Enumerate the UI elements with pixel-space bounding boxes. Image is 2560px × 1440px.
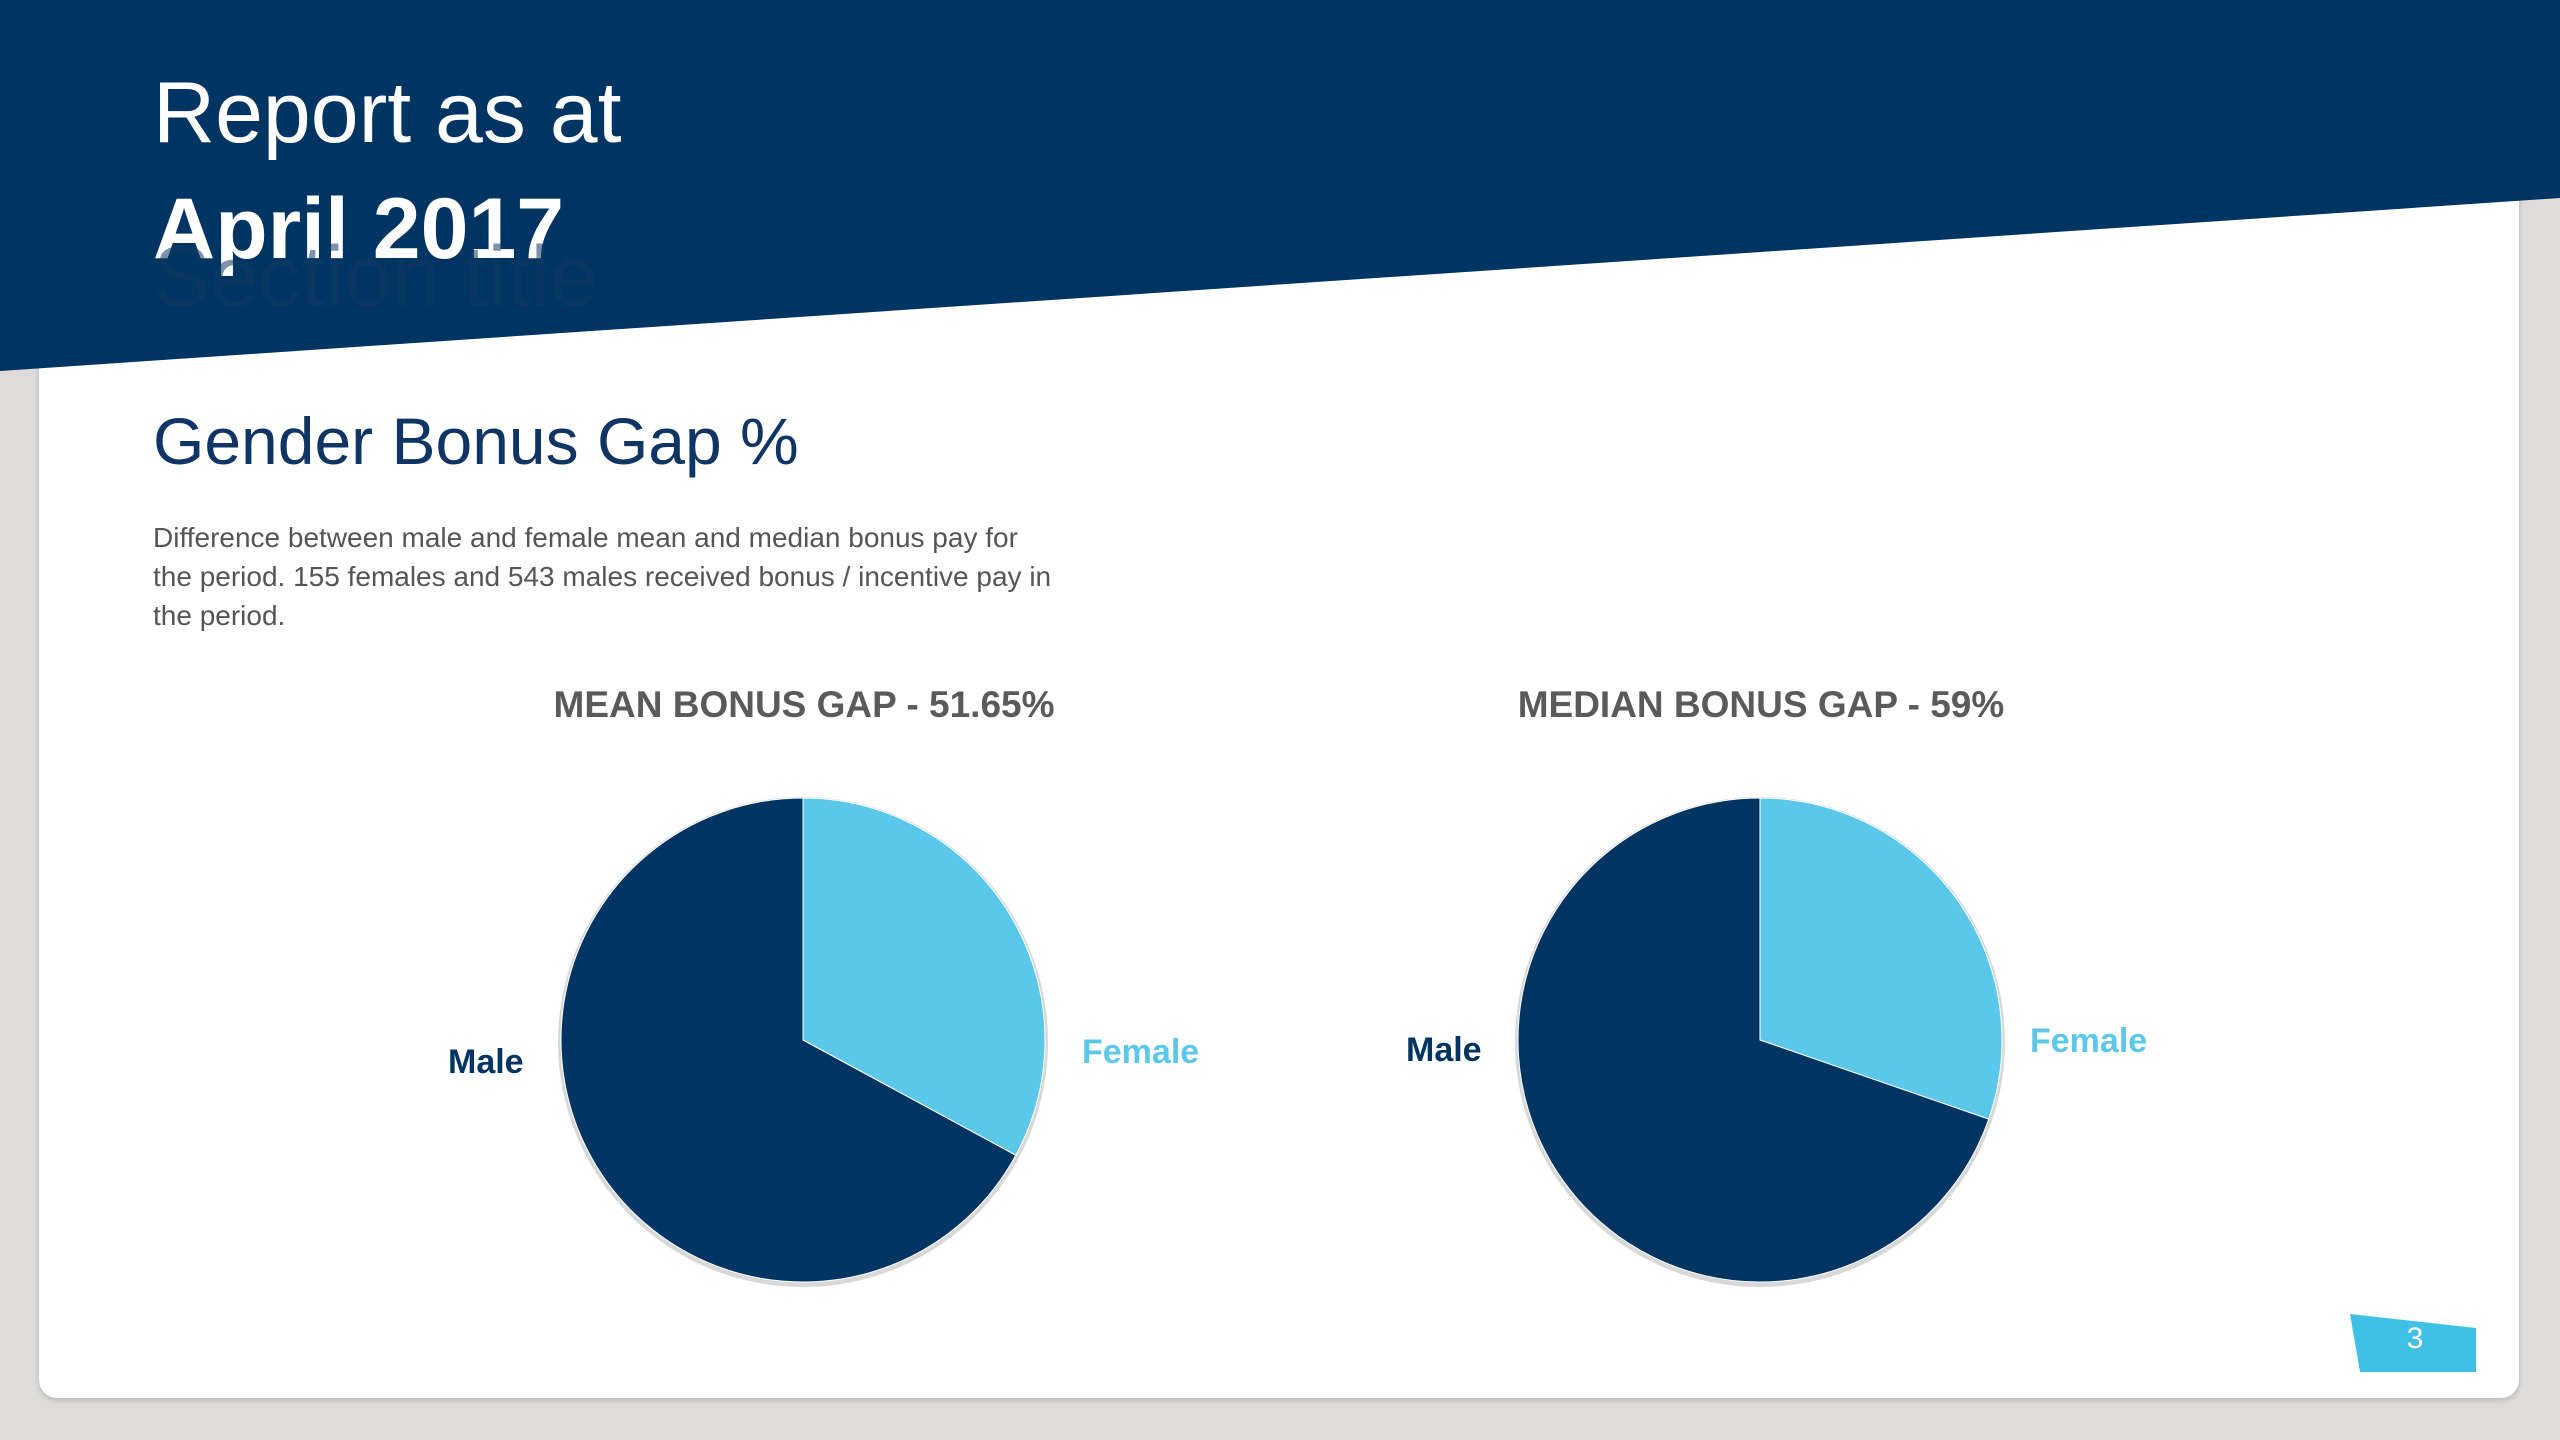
mean-female-label: Female: [1082, 1033, 1200, 1071]
report-title-prefix: Report as at: [153, 65, 622, 161]
median-slice-female: [1759, 797, 2003, 1120]
mean-pie-chart: [558, 797, 1048, 1287]
mean-male-label: Male: [448, 1043, 524, 1081]
median-pie-chart: [1515, 797, 2005, 1287]
median-male-label: Male: [1406, 1031, 1482, 1069]
section-description: Difference between male and female mean …: [153, 522, 1052, 631]
page-number-badge: [2350, 1314, 2476, 1372]
header-banner: [0, 0, 2560, 371]
section-heading: Gender Bonus Gap %: [153, 404, 799, 478]
median-chart-title: MEDIAN BONUS GAP - 59%: [1517, 684, 2005, 725]
mean-slice-female: [802, 797, 1046, 1156]
report-date: April 2017: [153, 181, 565, 277]
mean-slice-male: [560, 797, 1017, 1283]
ghost-section-title: Section title: [153, 229, 598, 325]
banner-shape: [0, 0, 2560, 371]
page-badge-shape: [2350, 1314, 2476, 1372]
page-number: 3: [2406, 1322, 2424, 1355]
median-slice-male: [1517, 797, 1990, 1283]
median-female-label: Female: [2030, 1022, 2148, 1060]
mean-chart-title: MEAN BONUS GAP - 51.65%: [553, 684, 1055, 725]
